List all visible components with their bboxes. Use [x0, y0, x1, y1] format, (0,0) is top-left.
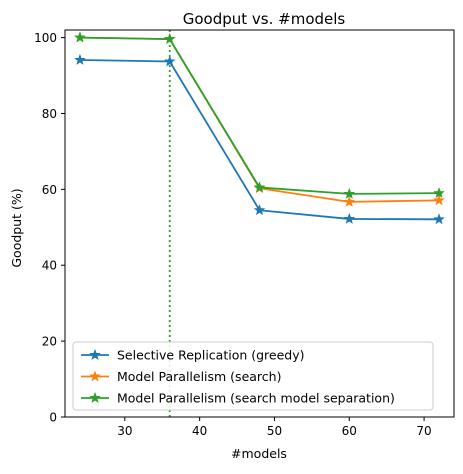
y-axis-label: Goodput (%) — [9, 188, 24, 267]
data-point-series-1-4 — [433, 194, 445, 206]
x-tick-label: 70 — [416, 424, 431, 438]
data-point-series-1-3 — [343, 195, 356, 207]
data-point-series-2-3 — [343, 187, 356, 199]
data-point-series-2-4 — [433, 187, 445, 199]
x-tick-label: 30 — [117, 424, 132, 438]
data-point-series-0-2 — [253, 204, 266, 216]
axes: 30 40 50 60 70 0 20 40 60 80 100 — [34, 29, 455, 438]
legend-label-2: Model Parallelism (search model separati… — [117, 391, 395, 406]
legend-marker-2 — [89, 391, 101, 403]
data-point-series-0-4 — [433, 213, 445, 225]
legend-label-0: Selective Replication (greedy) — [117, 348, 305, 363]
series-line-1 — [79, 36, 440, 203]
legend-marker-1 — [89, 370, 101, 382]
data-point-series-0-1 — [163, 55, 176, 67]
y-tick-label: 40 — [42, 259, 57, 273]
legend-marker-0 — [89, 348, 101, 360]
data-point-series-2-1 — [163, 33, 176, 44]
x-tick-label: 50 — [267, 424, 282, 438]
x-axis-label: #models — [231, 446, 287, 461]
legend-box — [72, 341, 434, 411]
data-point-series-2-0 — [74, 31, 86, 43]
data-point-series-0-0 — [74, 53, 86, 65]
y-tick-label: 60 — [42, 183, 57, 197]
y-tick-label: 20 — [42, 335, 57, 349]
axes-frame — [64, 29, 455, 418]
series-line-0 — [79, 59, 440, 221]
plot-area — [74, 30, 445, 417]
legend: Selective Replication (greedy) Model Para… — [72, 341, 434, 411]
legend-label-1: Model Parallelism (search) — [117, 369, 281, 384]
y-tick-label: 0 — [49, 411, 57, 425]
y-tick-label: 80 — [42, 107, 57, 121]
x-tick-label: 60 — [342, 424, 357, 438]
y-tick-label: 100 — [34, 31, 57, 45]
x-tick-label: 40 — [192, 424, 207, 438]
data-point-series-0-3 — [343, 212, 356, 224]
data-point-series-2-2 — [253, 181, 266, 193]
chart-title: Goodput vs. #models — [183, 10, 346, 28]
